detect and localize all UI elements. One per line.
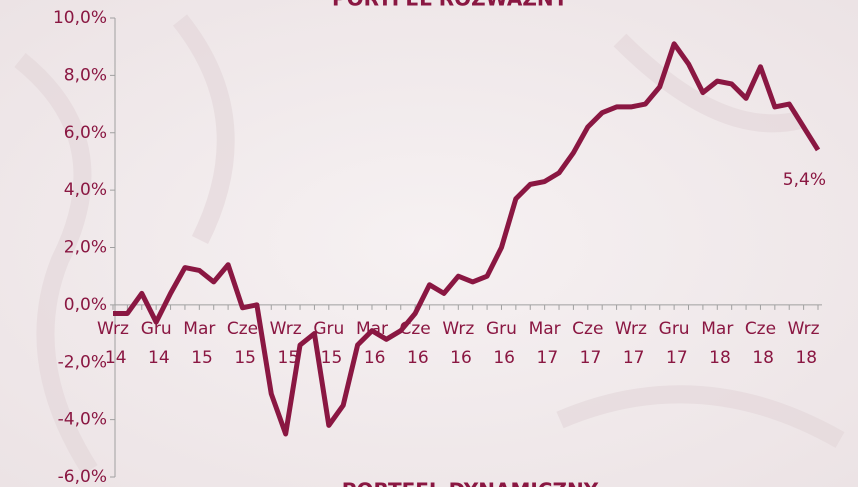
y-tick-label: 6,0% xyxy=(64,123,107,143)
x-tick-label: Cze 18 xyxy=(745,319,776,368)
background-pattern xyxy=(14,14,845,475)
y-tick-label: -4,0% xyxy=(58,410,107,430)
x-tick-label: Cze 17 xyxy=(572,319,603,368)
x-tick-label: Mar 17 xyxy=(529,319,561,368)
chart-title: PORTFEL ROZWAŻNY xyxy=(332,0,569,11)
chart-subtitle: PORTFEL DYNAMICZNY xyxy=(342,479,599,487)
y-tick-label: -2,0% xyxy=(58,352,107,372)
x-tick-label: Wrz 18 xyxy=(788,319,820,368)
y-tick-label: -6,0% xyxy=(58,467,107,487)
y-tick-label: 4,0% xyxy=(64,180,107,200)
x-tick-label: Gru 14 xyxy=(141,319,172,368)
y-tick-label: 8,0% xyxy=(64,65,107,85)
x-tick-label: Gru 16 xyxy=(486,319,517,368)
line-series xyxy=(113,41,821,437)
y-tick-label: 0,0% xyxy=(64,295,107,315)
x-tick-label: Wrz 17 xyxy=(615,319,647,368)
x-tick-label: Mar 18 xyxy=(701,319,733,368)
y-tick-label: 10,0% xyxy=(53,8,107,28)
x-tick-label: Cze 15 xyxy=(227,319,258,368)
y-tick-label: 2,0% xyxy=(64,238,107,258)
x-tick-label: Wrz 15 xyxy=(270,319,302,368)
annotation: 5,4% xyxy=(783,170,826,190)
x-tick-label: Wrz 14 xyxy=(97,319,129,368)
x-tick-label: Gru 17 xyxy=(659,319,690,368)
x-tick-label: Gru 15 xyxy=(313,319,344,368)
x-tick-label: Wrz 16 xyxy=(442,319,474,368)
x-tick-label: Mar 15 xyxy=(183,319,215,368)
